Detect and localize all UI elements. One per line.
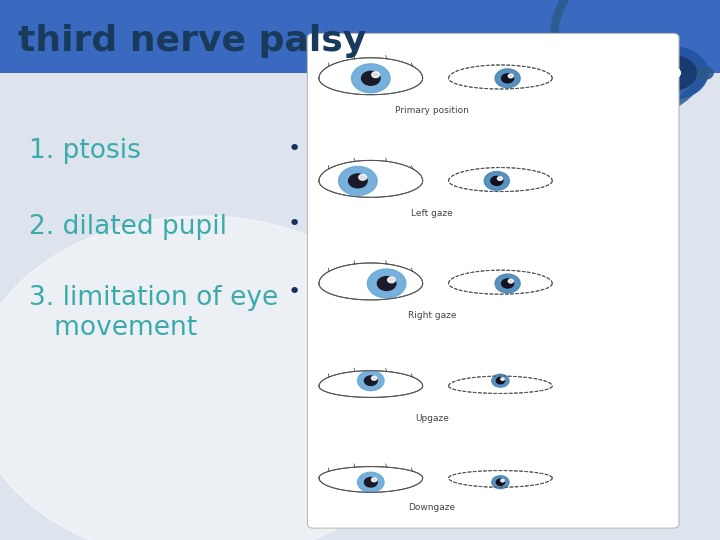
Text: third nerve palsy: third nerve palsy xyxy=(18,24,366,57)
Circle shape xyxy=(359,174,366,180)
Circle shape xyxy=(351,64,390,93)
Text: 3. limitation of eye
   movement: 3. limitation of eye movement xyxy=(29,285,278,341)
Circle shape xyxy=(498,177,503,180)
Circle shape xyxy=(495,274,520,293)
Circle shape xyxy=(650,56,696,90)
Bar xyxy=(0,73,720,540)
Circle shape xyxy=(0,216,432,540)
Circle shape xyxy=(348,174,367,188)
Circle shape xyxy=(387,277,395,283)
Circle shape xyxy=(496,377,505,384)
Text: •: • xyxy=(288,214,301,234)
Text: •: • xyxy=(288,138,301,159)
Circle shape xyxy=(696,66,713,79)
Circle shape xyxy=(338,166,377,195)
Circle shape xyxy=(639,47,708,99)
Circle shape xyxy=(485,172,509,190)
Text: Downgaze: Downgaze xyxy=(408,503,456,512)
FancyBboxPatch shape xyxy=(307,33,679,528)
Text: Upgaze: Upgaze xyxy=(415,414,449,423)
Circle shape xyxy=(502,279,513,288)
Circle shape xyxy=(492,476,509,489)
Circle shape xyxy=(364,376,377,386)
Text: Right gaze: Right gaze xyxy=(408,312,456,320)
Text: Primary position: Primary position xyxy=(395,106,469,115)
Circle shape xyxy=(358,472,384,492)
Circle shape xyxy=(501,378,504,380)
Text: •: • xyxy=(288,281,301,302)
Text: 2. dilated pupil: 2. dilated pupil xyxy=(29,214,227,240)
Circle shape xyxy=(361,71,380,85)
Circle shape xyxy=(364,477,377,487)
Circle shape xyxy=(666,68,680,78)
Circle shape xyxy=(495,69,520,87)
Text: 1. ptosis: 1. ptosis xyxy=(29,138,140,164)
Circle shape xyxy=(508,74,513,78)
Circle shape xyxy=(491,177,503,185)
Circle shape xyxy=(372,376,377,380)
Circle shape xyxy=(496,479,505,485)
Circle shape xyxy=(372,72,379,78)
Circle shape xyxy=(372,478,377,482)
Circle shape xyxy=(367,269,406,298)
Circle shape xyxy=(502,74,513,83)
Circle shape xyxy=(377,276,396,291)
Circle shape xyxy=(508,279,513,283)
Circle shape xyxy=(501,480,504,482)
Text: Left gaze: Left gaze xyxy=(411,209,453,218)
Circle shape xyxy=(358,371,384,390)
Circle shape xyxy=(492,374,509,387)
